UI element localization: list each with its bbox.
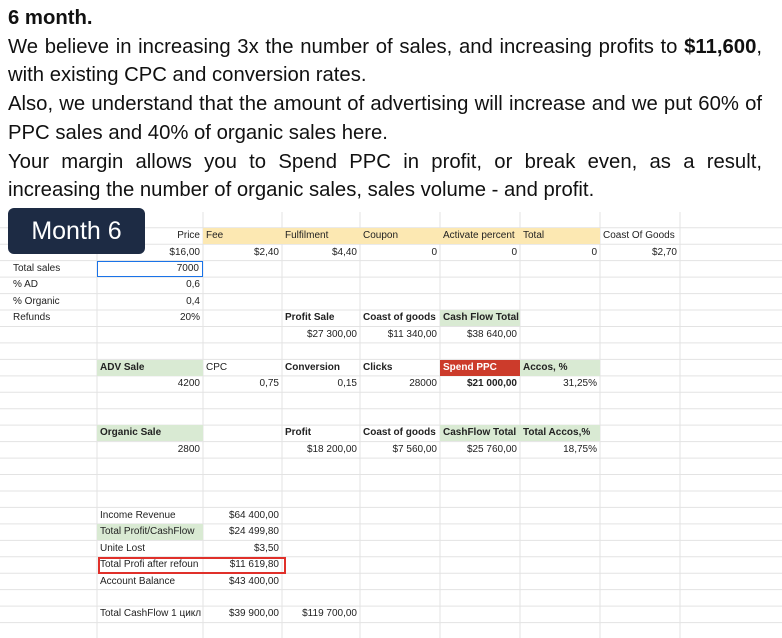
cell: $24 499,80: [228, 526, 279, 538]
cell: 0: [511, 246, 517, 258]
cell: 4200: [177, 378, 200, 390]
cell: $11 619,80: [229, 559, 279, 571]
cell: Coast of goods: [363, 427, 436, 439]
paragraph: Your margin allows you to Spend PPC in p…: [8, 148, 762, 205]
cell: $39 900,00: [228, 608, 279, 620]
cell: Organic Sale: [97, 425, 203, 442]
text-block: 6 month. We believe in increasing 3x the…: [8, 4, 762, 205]
cell: Coast Of Goods: [603, 230, 675, 242]
paragraph: We believe in increasing 3x the number o…: [8, 33, 762, 90]
cell: Account Balance: [100, 575, 176, 587]
cell: Profit Sale: [285, 312, 335, 324]
cell: Coupon: [360, 228, 440, 245]
text: , with existing CPC and conversion rates…: [8, 35, 762, 87]
cell: Price: [177, 230, 200, 242]
cell: $4,40: [331, 246, 357, 258]
cell: Unite Lost: [100, 542, 146, 554]
heading: 6 month.: [8, 7, 93, 29]
cell: Conversion: [285, 361, 341, 373]
cell: 0,4: [186, 295, 200, 307]
cell: Income Revenue: [100, 509, 176, 521]
cell: Total sales: [13, 262, 61, 274]
cell: Profit: [285, 427, 312, 439]
cell: $21 000,00: [466, 378, 517, 390]
text: We believe in increasing 3x the number o…: [8, 35, 685, 58]
cell: Refunds: [13, 312, 51, 324]
cell: $7 560,00: [392, 443, 438, 455]
text: Also, we understand that the amount of a…: [8, 93, 762, 144]
cell: $2,40: [253, 246, 279, 258]
cell: $64 400,00: [228, 509, 279, 521]
cell: Total Profit/CashFlow: [97, 524, 203, 541]
cell: CashFlow Total: [440, 425, 520, 442]
cell: 20%: [179, 312, 200, 324]
cell: 7000: [97, 260, 203, 277]
cell: 0: [431, 246, 437, 258]
cell: % Organic: [13, 295, 60, 307]
cell: ADV Sale: [97, 359, 203, 376]
cell: $16,00: [169, 246, 200, 258]
cell: Accos, %: [520, 359, 600, 376]
cell: Clicks: [363, 361, 393, 373]
cell: $11 340,00: [387, 328, 437, 340]
cell: $2,70: [651, 246, 677, 258]
cell: Total Profi after refoun: [100, 559, 199, 571]
cell: $27 300,00: [306, 328, 357, 340]
cell: $18 200,00: [306, 443, 357, 455]
cell: Spend PPC: [440, 359, 520, 376]
highlight-box: [98, 557, 286, 574]
cell: 0,6: [186, 279, 200, 291]
cell: Total CashFlow 1 цикл: [100, 608, 202, 620]
cell: $38 640,00: [466, 328, 517, 340]
month-badge: Month 6: [8, 208, 145, 254]
cell: 31,25%: [563, 378, 597, 390]
cell: Fee: [203, 228, 282, 245]
cell: 0,75: [259, 378, 279, 390]
cell: 18,75%: [563, 443, 597, 455]
cell: % AD: [13, 279, 39, 291]
cell: $3,50: [253, 542, 279, 554]
cell: Total Accos,%: [520, 425, 600, 442]
cell: Activate percent: [440, 228, 520, 245]
cell: CPC: [206, 361, 228, 373]
cell: $25 760,00: [466, 443, 517, 455]
cell: $43 400,00: [228, 575, 279, 587]
cell: 0: [591, 246, 597, 258]
cell: 0,15: [337, 378, 357, 390]
cell: 2800: [177, 443, 200, 455]
cell: $119 700,00: [302, 608, 357, 620]
cell: Fulfilment: [282, 228, 360, 245]
text: Your margin allows you to Spend PPC in p…: [8, 150, 762, 202]
cell: Coast of goods: [363, 312, 436, 324]
cell: 28000: [409, 378, 437, 390]
cell: Total: [520, 228, 600, 245]
bold-text: $11,600: [684, 35, 757, 58]
paragraph: Also, we understand that the amount of a…: [8, 90, 762, 147]
cell: Cash Flow Total: [440, 310, 520, 327]
